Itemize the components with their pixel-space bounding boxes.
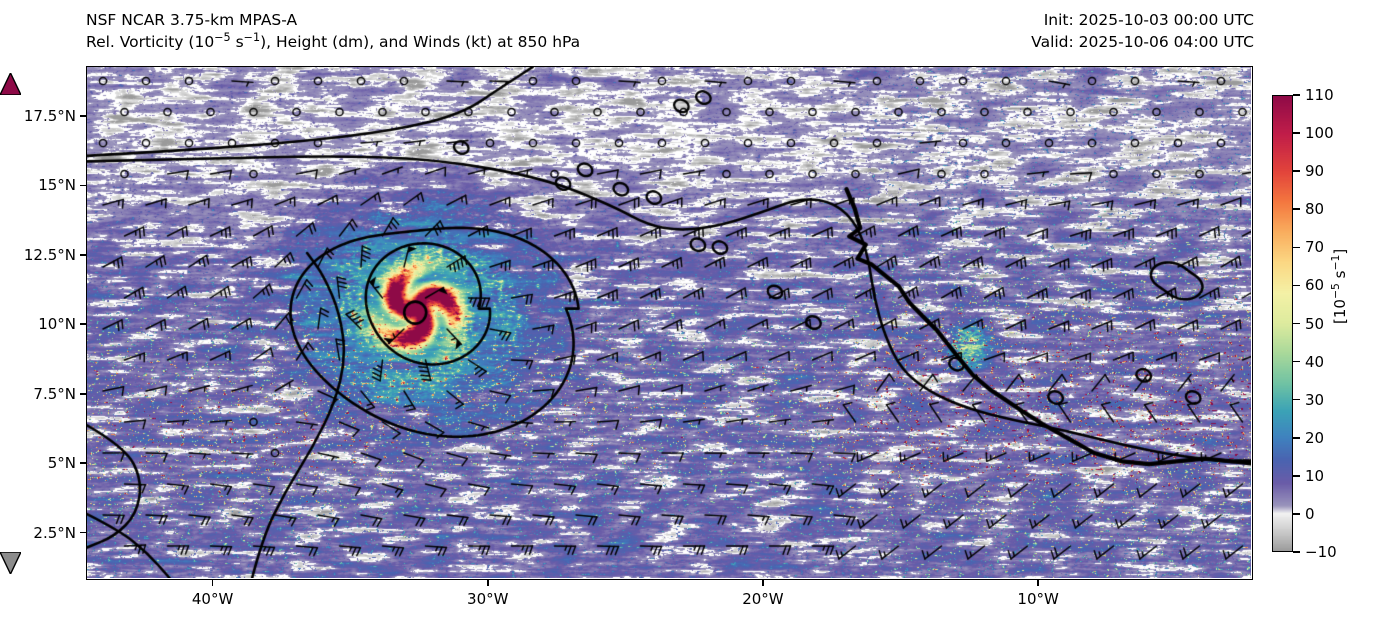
x-tick-mark — [211, 580, 214, 586]
y-tick-label: 10°N — [38, 315, 76, 334]
colorbar-tick-label: 70 — [1305, 238, 1325, 257]
x-tick-label: 40°W — [191, 590, 234, 608]
y-tick-mark — [80, 531, 86, 534]
colorbar-top-arrow — [0, 73, 21, 95]
colorbar-tick-mark — [1293, 436, 1300, 439]
colorbar-axis-label: [10−5 s−1] — [1329, 248, 1349, 324]
colorbar-tick-label: 110 — [1305, 86, 1334, 104]
colorbar-tick-mark — [1293, 284, 1300, 287]
colorbar-tick-label: 0 — [1305, 504, 1315, 523]
colorbar-tick-mark — [1293, 208, 1300, 211]
init-time-label: Init: 2025-10-03 00:00 UTC — [1043, 11, 1254, 29]
y-tick-label: 5°N — [47, 454, 76, 473]
colorbar-tick-mark — [1293, 132, 1300, 134]
model-name: NSF NCAR 3.75-km MPAS-A — [86, 11, 298, 29]
colorbar-tick-mark — [1293, 513, 1300, 515]
x-tick-mark — [1037, 580, 1039, 586]
y-tick-label: 15°N — [38, 176, 76, 195]
y-tick-mark — [80, 392, 86, 395]
x-tick-mark — [762, 580, 764, 586]
colorbar — [1272, 95, 1293, 552]
figure-title-left: NSF NCAR 3.75-km MPAS-A Rel. Vorticity (… — [86, 9, 580, 53]
colorbar-tick-label: 100 — [1305, 124, 1334, 143]
colorbar-gradient — [1272, 95, 1293, 552]
valid-time-label: Valid: 2025-10-06 04:00 UTC — [1031, 33, 1254, 51]
colorbar-tick-label: 30 — [1305, 390, 1325, 409]
field-description: Rel. Vorticity (10−5 s−1), Height (dm), … — [86, 30, 581, 51]
y-tick-mark — [80, 462, 86, 464]
colorbar-tick-label: 20 — [1305, 428, 1325, 447]
colorbar-tick-mark — [1293, 475, 1300, 477]
colorbar-tick-mark — [1293, 246, 1300, 249]
y-tick-mark — [80, 115, 86, 117]
colorbar-tick-label: 90 — [1305, 162, 1325, 181]
colorbar-bottom-arrow — [0, 552, 21, 574]
x-tick-label: 30°W — [467, 590, 509, 608]
colorbar-tick-label: 40 — [1305, 352, 1325, 371]
colorbar-tick-label: 10 — [1305, 466, 1325, 485]
colorbar-tick-label: 60 — [1305, 276, 1325, 295]
x-tick-label: 10°W — [1017, 590, 1059, 608]
colorbar-tick-mark — [1293, 398, 1300, 401]
y-tick-mark — [80, 184, 86, 187]
y-tick-label: 7.5°N — [33, 384, 76, 403]
map-plot-area — [86, 66, 1253, 580]
colorbar-tick-mark — [1293, 170, 1300, 172]
x-tick-mark — [486, 580, 489, 586]
figure-title-right: Init: 2025-10-03 00:00 UTC Valid: 2025-1… — [1031, 9, 1254, 53]
colorbar-tick-label: 50 — [1305, 314, 1325, 333]
colorbar-tick-mark — [1293, 322, 1300, 325]
colorbar-tick-label: 80 — [1305, 200, 1325, 219]
map-canvas-wrap — [87, 67, 1252, 579]
colorbar-tick-mark — [1293, 94, 1300, 96]
x-tick-label: 20°W — [742, 590, 784, 608]
y-tick-label: 17.5°N — [23, 106, 76, 125]
y-tick-mark — [80, 323, 86, 326]
contour-and-barb-layer — [87, 67, 1251, 578]
y-tick-label: 2.5°N — [33, 523, 76, 542]
colorbar-tick-mark — [1293, 551, 1300, 553]
y-tick-label: 12.5°N — [23, 245, 76, 264]
colorbar-tick-label: −10 — [1305, 543, 1337, 561]
y-tick-mark — [80, 254, 86, 256]
colorbar-tick-mark — [1293, 360, 1300, 363]
